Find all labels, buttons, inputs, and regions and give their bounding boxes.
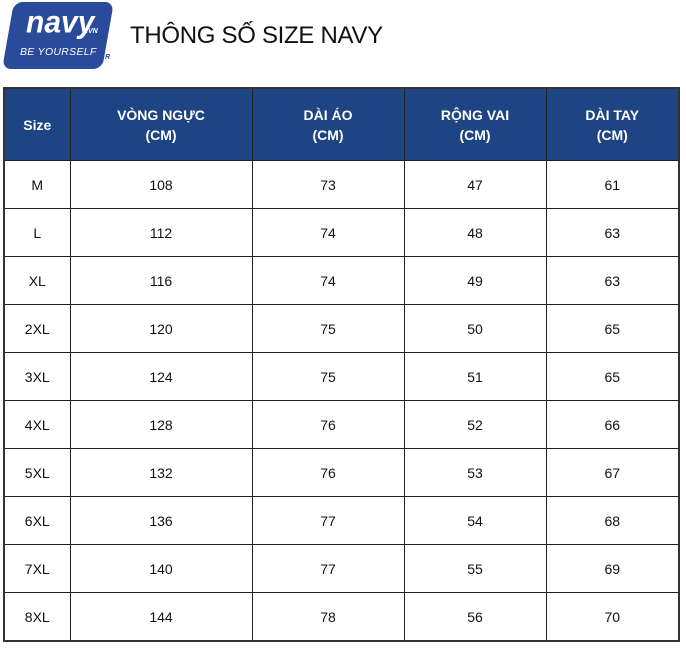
cell-shirt-length: 78 (251, 592, 405, 642)
page-title: THÔNG SỐ SIZE NAVY (130, 22, 383, 49)
cell-shoulder-width: 53 (403, 448, 547, 497)
cell-chest: 116 (69, 256, 253, 305)
table-row: M 108 73 47 61 (3, 160, 680, 209)
column-header-label: RỘNG VAI (440, 106, 510, 123)
cell-sleeve-length: 63 (545, 208, 680, 257)
column-header-shoulder-width: RỘNG VAI (CM) (403, 87, 547, 161)
column-header-shirt-length: DÀI ÁO (CM) (251, 87, 405, 161)
cell-chest: 112 (69, 208, 253, 257)
cell-shirt-length: 75 (251, 352, 405, 401)
column-header-label: VÒNG NGỰC (117, 106, 205, 123)
column-header-label: Size (23, 116, 52, 133)
table-row: 6XL 136 77 54 68 (3, 496, 680, 545)
table-row: 4XL 128 76 52 66 (3, 400, 680, 449)
cell-shoulder-width: 52 (403, 400, 547, 449)
cell-sleeve-length: 65 (545, 304, 680, 353)
cell-shirt-length: 74 (251, 208, 405, 257)
cell-shirt-length: 76 (251, 400, 405, 449)
cell-size: 8XL (3, 592, 71, 642)
table-header-row: Size VÒNG NGỰC (CM) DÀI ÁO (CM) RỘNG VAI (C… (3, 87, 680, 161)
table-row: L 112 74 48 63 (3, 208, 680, 257)
column-header-sleeve-length: DÀI TAY (CM) (545, 87, 680, 161)
cell-chest: 128 (69, 400, 253, 449)
cell-chest: 144 (69, 592, 253, 642)
cell-size: L (3, 208, 71, 257)
column-header-size: Size (3, 87, 71, 161)
column-header-unit: (CM) (459, 126, 491, 143)
column-header-unit: (CM) (312, 126, 344, 143)
cell-sleeve-length: 70 (545, 592, 680, 642)
cell-shirt-length: 76 (251, 448, 405, 497)
cell-chest: 136 (69, 496, 253, 545)
cell-shoulder-width: 47 (403, 160, 547, 209)
cell-shoulder-width: 48 (403, 208, 547, 257)
logo-tagline: BE YOURSELF (20, 46, 97, 58)
size-chart-table: Size VÒNG NGỰC (CM) DÀI ÁO (CM) RỘNG VAI (C… (3, 87, 680, 642)
registered-mark-icon: R (105, 54, 111, 61)
cell-size: 6XL (3, 496, 71, 545)
cell-shoulder-width: 51 (403, 352, 547, 401)
cell-shoulder-width: 56 (403, 592, 547, 642)
cell-sleeve-length: 69 (545, 544, 680, 593)
cell-size: 5XL (3, 448, 71, 497)
cell-sleeve-length: 68 (545, 496, 680, 545)
cell-size: M (3, 160, 71, 209)
cell-chest: 120 (69, 304, 253, 353)
cell-shoulder-width: 49 (403, 256, 547, 305)
cell-shoulder-width: 50 (403, 304, 547, 353)
cell-size: 3XL (3, 352, 71, 401)
logo-brand-text: navy (26, 5, 95, 40)
cell-shoulder-width: 54 (403, 496, 547, 545)
table-row: 8XL 144 78 56 70 (3, 592, 680, 642)
column-header-label: DÀI TAY (585, 106, 640, 123)
cell-shirt-length: 75 (251, 304, 405, 353)
column-header-unit: (CM) (596, 126, 628, 143)
cell-shirt-length: 77 (251, 544, 405, 593)
cell-chest: 132 (69, 448, 253, 497)
cell-shoulder-width: 55 (403, 544, 547, 593)
navy-logo: navy .VN BE YOURSELF R (2, 2, 116, 70)
cell-shirt-length: 74 (251, 256, 405, 305)
logo-domain-suffix: .VN (86, 28, 98, 35)
cell-sleeve-length: 63 (545, 256, 680, 305)
cell-size: 2XL (3, 304, 71, 353)
cell-sleeve-length: 66 (545, 400, 680, 449)
cell-size: 7XL (3, 544, 71, 593)
table-row: 3XL 124 75 51 65 (3, 352, 680, 401)
table-row: XL 116 74 49 63 (3, 256, 680, 305)
cell-size: XL (3, 256, 71, 305)
cell-sleeve-length: 67 (545, 448, 680, 497)
cell-shirt-length: 73 (251, 160, 405, 209)
table-row: 2XL 120 75 50 65 (3, 304, 680, 353)
cell-chest: 124 (69, 352, 253, 401)
cell-chest: 108 (69, 160, 253, 209)
column-header-label: DÀI ÁO (303, 106, 353, 123)
cell-size: 4XL (3, 400, 71, 449)
table-row: 5XL 132 76 53 67 (3, 448, 680, 497)
cell-chest: 140 (69, 544, 253, 593)
table-row: 7XL 140 77 55 69 (3, 544, 680, 593)
column-header-chest: VÒNG NGỰC (CM) (69, 87, 253, 161)
cell-sleeve-length: 65 (545, 352, 680, 401)
cell-sleeve-length: 61 (545, 160, 680, 209)
cell-shirt-length: 77 (251, 496, 405, 545)
column-header-unit: (CM) (145, 126, 177, 143)
